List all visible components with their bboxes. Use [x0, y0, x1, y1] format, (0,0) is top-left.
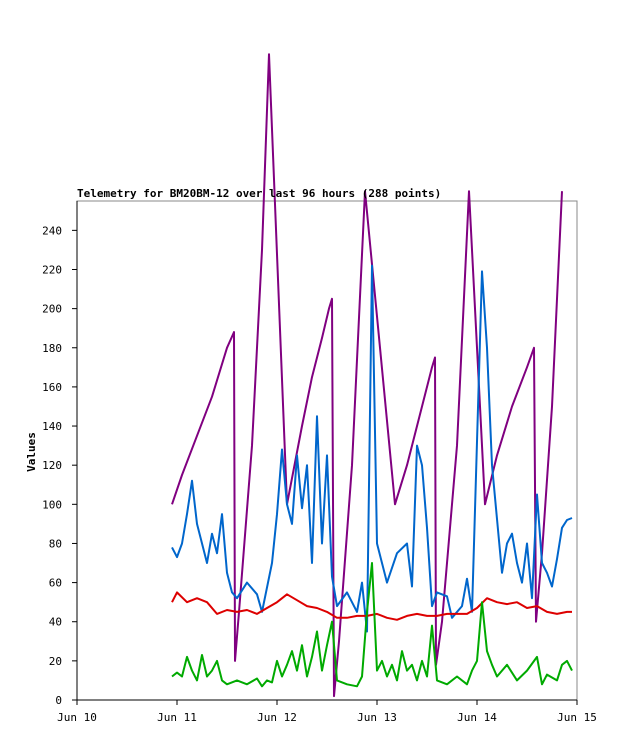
y-tick-label: 100 [42, 498, 62, 511]
y-tick-label: 120 [42, 459, 62, 472]
y-tick-label: 180 [42, 342, 62, 355]
y-tick-label: 200 [42, 303, 62, 316]
y-tick-label: 220 [42, 263, 62, 276]
y-axis-label: Values [25, 432, 38, 472]
tick-layer: 0 20 40 60 80 100 120 140 160 180 200 220 240 Jun 10 J… [42, 224, 597, 724]
series-line-2 [171, 591, 572, 621]
y-tick-label: 20 [49, 655, 62, 668]
y-tick-label: 80 [49, 537, 62, 550]
series-line-1 [171, 264, 573, 633]
series-line-0 [171, 53, 563, 698]
x-tick-label: Jun 11 [157, 711, 197, 724]
plot-area [76, 200, 578, 701]
chart-title: Telemetry for BM20BM-12 over last 96 hou… [77, 187, 441, 200]
y-tick-label: 140 [42, 420, 62, 433]
x-tick-label: Jun 15 [557, 711, 597, 724]
x-tick-label: Jun 13 [357, 711, 397, 724]
x-tick-label: Jun 12 [257, 711, 297, 724]
series-layer [171, 53, 573, 698]
x-tick-label: Jun 14 [457, 711, 497, 724]
x-tick-label: Jun 10 [57, 711, 97, 724]
y-tick-label: 160 [42, 381, 62, 394]
y-tick-label: 40 [49, 616, 62, 629]
y-tick-label: 240 [42, 224, 62, 237]
series-line-3 [171, 562, 573, 688]
y-tick-label: 0 [55, 694, 62, 707]
y-tick-label: 60 [49, 577, 62, 590]
